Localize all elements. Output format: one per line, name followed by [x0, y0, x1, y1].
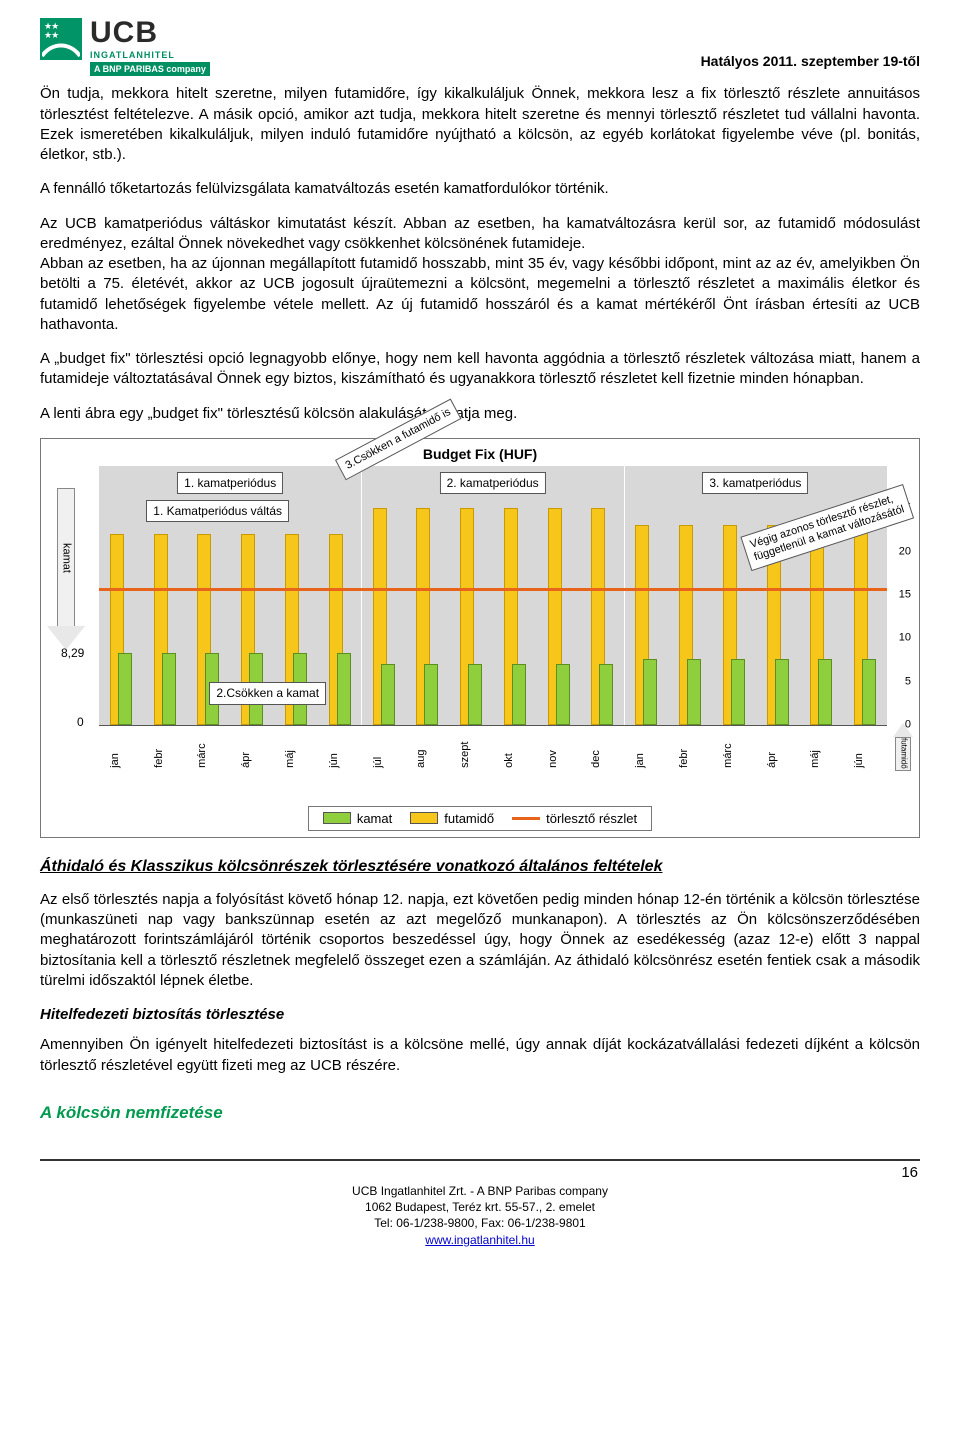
x-label: ápr	[765, 752, 780, 768]
paragraph-2: A fennálló tőketartozás felülvizsgálata …	[40, 179, 920, 199]
bar-kamat	[731, 659, 745, 725]
annotation-kamat-down: 2.Csökken a kamat	[209, 682, 326, 704]
bar-kamat	[337, 653, 351, 725]
x-label: jún	[852, 753, 867, 768]
kamat-axis-arrow: kamat	[47, 488, 85, 658]
chart-plot-area: kamat 8,29 0 1. kamatperiódus2. kamatper…	[99, 466, 887, 726]
paragraph-3b: Abban az esetben, ha az újonnan megállap…	[40, 254, 920, 335]
bar-kamat	[599, 664, 613, 725]
paragraph-6: Az első törlesztés napja a folyósítást k…	[40, 890, 920, 991]
header: ★★★★ UCB INGATLANHITEL A BNP PARIBAS com…	[40, 18, 920, 76]
y-tick: 20	[899, 544, 911, 559]
x-label: jan	[108, 753, 123, 768]
section-heading-general: Áthidaló és Klasszikus kölcsönrészek tör…	[40, 856, 920, 878]
effective-date: Hatályos 2011. szeptember 19-től	[701, 52, 920, 71]
chart-legend: kamat futamidő törlesztő részlet	[308, 806, 652, 832]
y-tick: 15	[899, 587, 911, 602]
logo-curve-icon	[42, 38, 80, 58]
x-label: okt	[502, 753, 517, 768]
bar-kamat	[381, 664, 395, 725]
footer-line-1: UCB Ingatlanhitel Zrt. - A BNP Paribas c…	[40, 1183, 920, 1199]
futamido-axis-arrow: futamidő	[893, 723, 913, 771]
footer: 16 UCB Ingatlanhitel Zrt. - A BNP Pariba…	[40, 1159, 920, 1248]
x-label: szept	[458, 741, 473, 767]
x-label: ápr	[239, 752, 254, 768]
logo-subtitle-1: INGATLANHITEL	[90, 49, 210, 61]
x-label: júl	[371, 757, 386, 768]
period-label: 1. kamatperiódus	[177, 472, 283, 494]
x-label: máj	[283, 750, 298, 768]
bar-kamat	[162, 653, 176, 725]
period-label: 2. kamatperiódus	[440, 472, 546, 494]
paragraph-5: A lenti ábra egy „budget fix" törlesztés…	[40, 404, 920, 424]
logo-mark: ★★★★	[40, 18, 82, 60]
x-label: febr	[677, 749, 692, 768]
x-label: jan	[633, 753, 648, 768]
bar-kamat	[687, 659, 701, 725]
bar-kamat	[512, 664, 526, 725]
legend-kamat: kamat	[323, 810, 392, 828]
section-heading-insurance: Hitelfedezeti biztosítás törlesztése	[40, 1005, 920, 1025]
paragraph-1: Ön tudja, mekkora hitelt szeretne, milye…	[40, 84, 920, 165]
x-label: márc	[721, 743, 736, 767]
footer-line-2: 1062 Budapest, Teréz krt. 55-57., 2. eme…	[40, 1199, 920, 1215]
section-heading-nonpayment: A kölcsön nemfizetése	[40, 1102, 920, 1125]
logo-text: UCB	[90, 18, 210, 48]
paragraph-4: A „budget fix" törlesztési opció legnagy…	[40, 349, 920, 390]
legend-futamido: futamidő	[410, 810, 494, 828]
paragraph-7: Amennyiben Ön igényelt hitelfedezeti biz…	[40, 1035, 920, 1076]
body-text: Ön tudja, mekkora hitelt szeretne, milye…	[40, 84, 920, 424]
footer-link[interactable]: www.ingatlanhitel.hu	[425, 1233, 534, 1247]
left-zero-label: 0	[77, 714, 84, 730]
bar-kamat	[643, 659, 657, 725]
page-number: 16	[40, 1163, 920, 1183]
bar-kamat	[468, 664, 482, 725]
paragraph-3: Az UCB kamatperiódus váltáskor kimutatás…	[40, 214, 920, 255]
kamat-axis-label: kamat	[59, 543, 74, 573]
x-label: márc	[196, 743, 211, 767]
x-label: máj	[808, 750, 823, 768]
x-axis-labels: janfebrmárcáprmájjúnjúlaugszeptoktnovdec…	[99, 726, 887, 764]
period-label: 3. kamatperiódus	[702, 472, 808, 494]
footer-line-3: Tel: 06-1/238-9800, Fax: 06-1/238-9801	[40, 1215, 920, 1231]
annotation-period-change: 1. Kamatperiódus váltás	[146, 500, 289, 522]
bar-kamat	[118, 653, 132, 725]
y-tick: 10	[899, 631, 911, 646]
x-label: nov	[546, 750, 561, 768]
logo-subtitle-2: A BNP PARIBAS company	[90, 62, 210, 76]
x-label: jún	[327, 753, 342, 768]
bar-kamat	[818, 659, 832, 725]
left-value-label: 8,29	[61, 645, 84, 661]
bar-kamat	[775, 659, 789, 725]
logo: ★★★★ UCB INGATLANHITEL A BNP PARIBAS com…	[40, 18, 210, 76]
x-label: febr	[152, 749, 167, 768]
budget-fix-chart: Budget Fix (HUF) kamat 8,29 0 1. kamatpe…	[40, 438, 920, 838]
legend-torleszto: törlesztő részlet	[512, 810, 637, 828]
x-label: dec	[590, 750, 605, 768]
chart-period-band	[361, 466, 623, 725]
bar-kamat	[556, 664, 570, 725]
futamido-axis-label: futamidő	[898, 738, 909, 769]
y-tick: 5	[905, 674, 911, 689]
bar-kamat	[424, 664, 438, 725]
installment-line	[99, 588, 887, 591]
x-label: aug	[414, 749, 429, 767]
bar-kamat	[862, 659, 876, 725]
chart-title: Budget Fix (HUF)	[47, 445, 913, 464]
